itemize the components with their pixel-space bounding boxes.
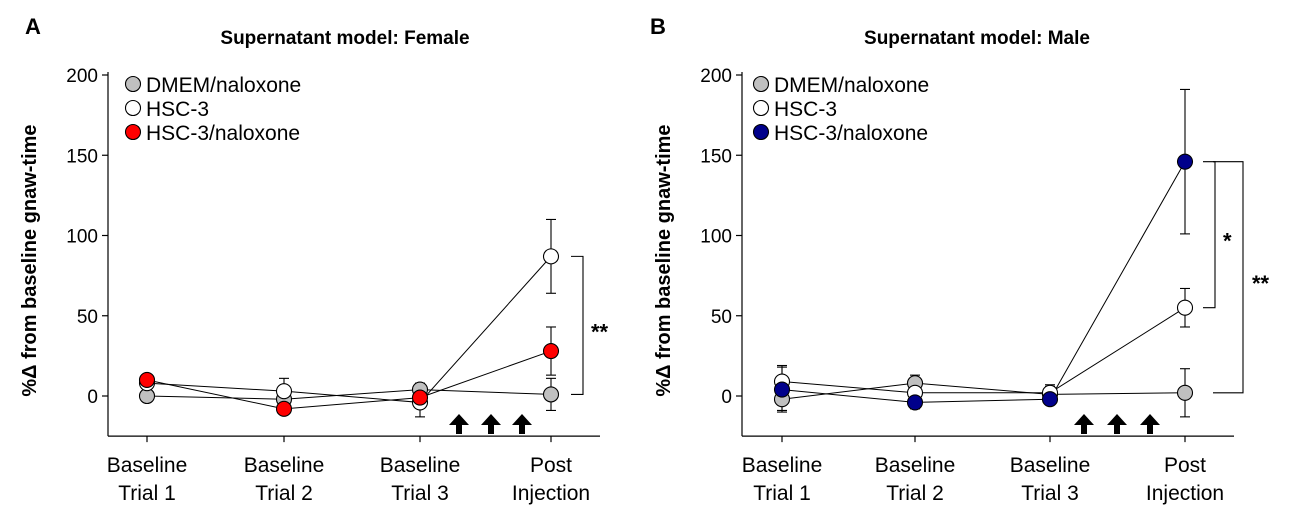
series-line-0 — [781, 382, 1186, 400]
y-tick-label: 0 — [721, 387, 732, 408]
data-point — [1176, 299, 1194, 316]
x-tick-label: Injection — [1146, 482, 1224, 505]
x-tick-label: Trial 3 — [1021, 482, 1079, 505]
x-tick-label: Baseline — [107, 454, 188, 477]
legend-marker — [124, 75, 142, 93]
legend-label: HSC-3 — [146, 98, 209, 121]
y-tick-label: 50 — [77, 307, 98, 328]
y-axis-label: %Δ from baseline gnaw-time — [653, 124, 675, 396]
data-point — [275, 383, 293, 400]
injection-arrow-icon — [449, 414, 469, 434]
y-tick-label: 100 — [66, 227, 98, 248]
x-tick-label: Baseline — [742, 454, 823, 477]
series-line-1 — [146, 256, 552, 403]
chart-panel-b: B Supernatant model: Male 0 50 100 150 200 %Δ f… — [650, 14, 1270, 505]
data-point — [773, 381, 791, 398]
legend-label: DMEM/naloxone — [146, 74, 301, 97]
injection-arrow-icon — [512, 414, 532, 434]
legend-marker — [124, 123, 142, 141]
injection-arrow-icon — [481, 414, 501, 434]
y-tick-label: 150 — [700, 146, 732, 167]
series-line-0 — [146, 389, 552, 400]
legend-label: HSC-3/naloxone — [774, 122, 928, 145]
x-tick-label: Post — [530, 454, 572, 477]
legend-label: HSC-3/naloxone — [146, 122, 300, 145]
legend-marker — [752, 99, 770, 117]
x-tick-label: Injection — [512, 482, 590, 505]
significance-label: * — [1223, 229, 1232, 254]
x-tick-label: Trial 1 — [753, 482, 811, 505]
data-point — [411, 389, 429, 406]
panel-label: A — [25, 14, 41, 39]
x-tick-label: Trial 1 — [118, 482, 176, 505]
injection-arrow-icon — [1107, 414, 1127, 434]
chart-title: Supernatant model: Female — [220, 28, 469, 49]
x-tick-label: Trial 2 — [886, 482, 944, 505]
y-tick-label: 0 — [87, 387, 98, 408]
y-axis-label: %Δ from baseline gnaw-time — [19, 124, 41, 396]
series-line-2 — [146, 350, 552, 410]
series-line-1 — [781, 307, 1186, 394]
chart-panel-a: A Supernatant model: Female 0 50 100 150 200 %Δ… — [19, 14, 609, 505]
x-tick-label: Baseline — [875, 454, 956, 477]
x-tick-label: Trial 3 — [391, 482, 449, 505]
data-point — [542, 343, 560, 360]
data-point — [1176, 384, 1194, 401]
series-line-2 — [781, 161, 1186, 403]
injection-arrow-icon — [1140, 414, 1160, 434]
legend-label: HSC-3 — [774, 98, 837, 121]
data-point — [1041, 391, 1059, 408]
x-tick-label: Baseline — [244, 454, 325, 477]
y-tick-label: 150 — [66, 146, 98, 167]
legend-label: DMEM/naloxone — [774, 74, 929, 97]
legend-marker — [124, 99, 142, 117]
data-point — [542, 386, 560, 403]
significance-label: ** — [1252, 271, 1270, 296]
y-tick-label: 200 — [700, 66, 732, 87]
legend-marker — [752, 75, 770, 93]
significance-bracket — [1203, 161, 1216, 309]
injection-arrow-icon — [1074, 414, 1094, 434]
legend-marker — [752, 123, 770, 141]
data-point — [138, 371, 156, 389]
data-point — [1176, 153, 1194, 170]
x-tick-label: Baseline — [380, 454, 461, 477]
y-tick-label: 200 — [66, 66, 98, 87]
x-tick-label: Post — [1164, 454, 1206, 477]
chart-title: Supernatant model: Male — [864, 28, 1090, 49]
x-tick-label: Baseline — [1010, 454, 1091, 477]
y-tick-label: 100 — [700, 227, 732, 248]
data-point — [906, 394, 924, 411]
significance-label: ** — [591, 319, 609, 344]
panel-label: B — [650, 14, 666, 39]
significance-bracket — [1213, 161, 1244, 394]
y-tick-label: 50 — [711, 307, 732, 328]
data-point — [275, 400, 293, 417]
x-tick-label: Trial 2 — [255, 482, 313, 505]
significance-bracket — [571, 255, 584, 395]
data-point — [542, 248, 560, 265]
